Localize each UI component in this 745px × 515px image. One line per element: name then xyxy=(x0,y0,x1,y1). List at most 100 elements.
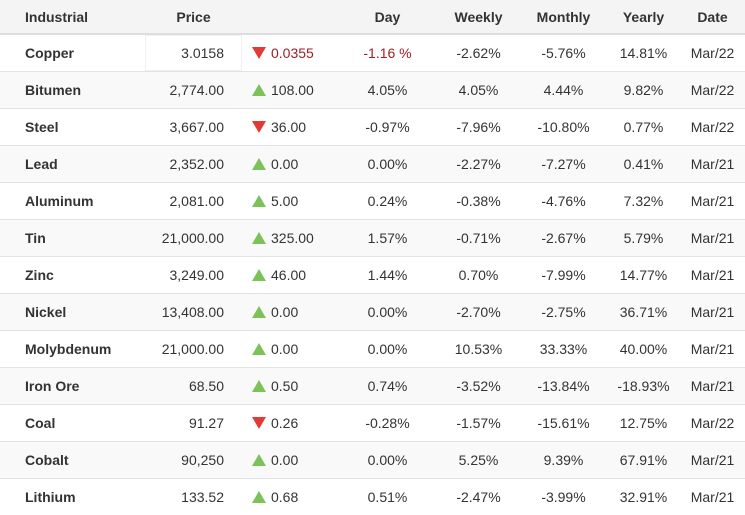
commodity-name[interactable]: Lithium xyxy=(0,477,145,515)
yearly-change: 5.79% xyxy=(607,218,680,256)
table-row[interactable]: Aluminum 2,081.00 5.00 0.24% -0.38% -4.76% 7.3… xyxy=(0,181,745,219)
weekly-change: -1.57% xyxy=(437,403,520,441)
table-row[interactable]: Zinc 3,249.00 46.00 1.44% 0.70% -7.99% 14.77% M… xyxy=(0,255,745,293)
weekly-change: 5.25% xyxy=(437,440,520,478)
date-value: Mar/21 xyxy=(680,440,745,478)
commodity-name[interactable]: Steel xyxy=(0,107,145,145)
monthly-change: -2.67% xyxy=(520,218,607,256)
change-value: 325.00 xyxy=(271,229,314,246)
date-value: Mar/21 xyxy=(680,181,745,219)
monthly-change: -3.99% xyxy=(520,477,607,515)
monthly-change: 4.44% xyxy=(520,70,607,108)
date-value: Mar/22 xyxy=(680,70,745,108)
day-change: 0.00% xyxy=(338,292,437,330)
header-date[interactable]: Date xyxy=(680,0,745,35)
commodity-name[interactable]: Aluminum xyxy=(0,181,145,219)
table-row[interactable]: Nickel 13,408.00 0.00 0.00% -2.70% -2.75% 36.7… xyxy=(0,292,745,330)
price-value: 3,249.00 xyxy=(145,255,242,293)
change-cell: 36.00 xyxy=(242,107,338,145)
yearly-change: 9.82% xyxy=(607,70,680,108)
change-value: 36.00 xyxy=(271,118,307,135)
weekly-change: -2.27% xyxy=(437,144,520,182)
commodity-name[interactable]: Coal xyxy=(0,403,145,441)
price-value: 2,352.00 xyxy=(145,144,242,182)
commodity-name[interactable]: Cobalt xyxy=(0,440,145,478)
monthly-change: -5.76% xyxy=(520,33,607,71)
price-value: 90,250 xyxy=(145,440,242,478)
day-change: 0.00% xyxy=(338,440,437,478)
weekly-change: -0.38% xyxy=(437,181,520,219)
change-cell: 0.00 xyxy=(242,144,338,182)
table-row[interactable]: Copper 3.0158 0.0355 -1.16 % -2.62% -5.76% 14.… xyxy=(0,33,745,71)
change-value: 0.0355 xyxy=(271,44,314,61)
commodity-name[interactable]: Iron Ore xyxy=(0,366,145,404)
monthly-change: -7.27% xyxy=(520,144,607,182)
commodity-name[interactable]: Bitumen xyxy=(0,70,145,108)
yearly-change: 0.77% xyxy=(607,107,680,145)
commodity-name[interactable]: Copper xyxy=(0,33,145,71)
change-value: 0.26 xyxy=(271,414,299,431)
weekly-change: -2.47% xyxy=(437,477,520,515)
header-price[interactable]: Price xyxy=(145,0,242,35)
weekly-change: 10.53% xyxy=(437,329,520,367)
table-row[interactable]: Coal 91.27 0.26 -0.28% -1.57% -15.61% 12.75% Ma… xyxy=(0,403,745,441)
day-change: -1.16 % xyxy=(338,33,437,71)
day-change: 0.00% xyxy=(338,144,437,182)
commodity-name[interactable]: Nickel xyxy=(0,292,145,330)
yearly-change: 0.41% xyxy=(607,144,680,182)
yearly-change: 12.75% xyxy=(607,403,680,441)
triangle-up-icon xyxy=(252,231,266,244)
day-change: 1.57% xyxy=(338,218,437,256)
table-header-row: Industrial Price Day Weekly Monthly Year… xyxy=(0,0,745,35)
change-cell: 5.00 xyxy=(242,181,338,219)
weekly-change: -7.96% xyxy=(437,107,520,145)
header-day[interactable]: Day xyxy=(338,0,437,35)
commodity-name[interactable]: Tin xyxy=(0,218,145,256)
day-change: 4.05% xyxy=(338,70,437,108)
table-row[interactable]: Bitumen 2,774.00 108.00 4.05% 4.05% 4.44% 9.82… xyxy=(0,70,745,108)
header-yearly[interactable]: Yearly xyxy=(607,0,680,35)
yearly-change: 67.91% xyxy=(607,440,680,478)
price-value: 68.50 xyxy=(145,366,242,404)
table-row[interactable]: Cobalt 90,250 0.00 0.00% 5.25% 9.39% 67.91% Mar… xyxy=(0,440,745,478)
price-value: 21,000.00 xyxy=(145,329,242,367)
header-monthly[interactable]: Monthly xyxy=(520,0,607,35)
change-value: 108.00 xyxy=(271,81,314,98)
table-row[interactable]: Lead 2,352.00 0.00 0.00% -2.27% -7.27% 0.41% Ma… xyxy=(0,144,745,182)
price-value: 2,774.00 xyxy=(145,70,242,108)
table-row[interactable]: Tin 21,000.00 325.00 1.57% -0.71% -2.67% 5.79%… xyxy=(0,218,745,256)
date-value: Mar/21 xyxy=(680,144,745,182)
table-row[interactable]: Molybdenum 21,000.00 0.00 0.00% 10.53% 33.33%… xyxy=(0,329,745,367)
header-industrial[interactable]: Industrial xyxy=(0,0,145,35)
header-weekly[interactable]: Weekly xyxy=(437,0,520,35)
triangle-up-icon xyxy=(252,83,266,96)
change-cell: 0.00 xyxy=(242,440,338,478)
triangle-up-icon xyxy=(252,490,266,503)
yearly-change: -18.93% xyxy=(607,366,680,404)
date-value: Mar/21 xyxy=(680,292,745,330)
commodity-name[interactable]: Molybdenum xyxy=(0,329,145,367)
change-cell: 108.00 xyxy=(242,70,338,108)
weekly-change: -3.52% xyxy=(437,366,520,404)
yearly-change: 32.91% xyxy=(607,477,680,515)
day-change: 0.00% xyxy=(338,329,437,367)
date-value: Mar/22 xyxy=(680,403,745,441)
table-row[interactable]: Steel 3,667.00 36.00 -0.97% -7.96% -10.80% 0.7… xyxy=(0,107,745,145)
yearly-change: 14.81% xyxy=(607,33,680,71)
price-value: 13,408.00 xyxy=(145,292,242,330)
day-change: -0.97% xyxy=(338,107,437,145)
date-value: Mar/21 xyxy=(680,366,745,404)
triangle-up-icon xyxy=(252,342,266,355)
monthly-change: -15.61% xyxy=(520,403,607,441)
triangle-down-icon xyxy=(252,120,266,133)
yearly-change: 36.71% xyxy=(607,292,680,330)
table-row[interactable]: Lithium 133.52 0.68 0.51% -2.47% -3.99% 32.91%… xyxy=(0,477,745,515)
commodity-name[interactable]: Lead xyxy=(0,144,145,182)
triangle-up-icon xyxy=(252,305,266,318)
commodity-name[interactable]: Zinc xyxy=(0,255,145,293)
change-cell: 0.00 xyxy=(242,329,338,367)
change-value: 0.50 xyxy=(271,377,299,394)
table-row[interactable]: Iron Ore 68.50 0.50 0.74% -3.52% -13.84% -18.9… xyxy=(0,366,745,404)
price-value: 91.27 xyxy=(145,403,242,441)
day-change: 0.24% xyxy=(338,181,437,219)
